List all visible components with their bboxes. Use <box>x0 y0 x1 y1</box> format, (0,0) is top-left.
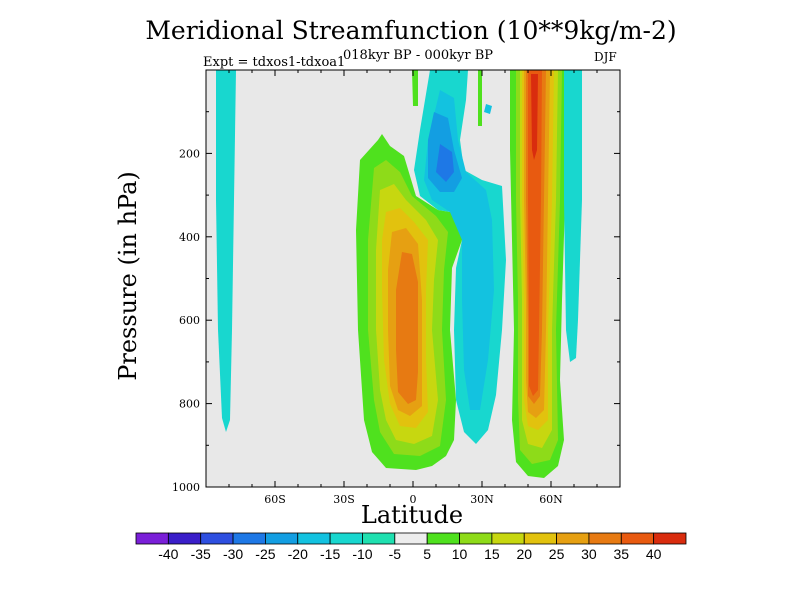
nh-cell-level-40 <box>531 74 538 160</box>
nh-cell-level-35 <box>528 70 542 396</box>
contour-fields <box>216 70 582 478</box>
axes-group: 60S 30S 0 30N 60N 200 400 600 800 1000 <box>172 70 620 506</box>
colorbar-label: -20 <box>288 546 308 562</box>
colorbar-label: 20 <box>516 546 532 562</box>
x-tick-label: 60S <box>264 493 286 506</box>
x-tick-label: 30N <box>470 493 494 506</box>
colorbar-swatch <box>200 532 234 545</box>
x-tick-label: 60N <box>539 493 563 506</box>
colorbar-label: -40 <box>158 546 178 562</box>
colorbar-swatch <box>426 532 460 545</box>
colorbar-label: -35 <box>191 546 211 562</box>
colorbar-swatch <box>523 532 557 545</box>
colorbar-label: 35 <box>614 546 630 562</box>
x-axis-label: Latitude <box>360 501 464 529</box>
colorbar-label: -5 <box>389 546 402 562</box>
colorbar-label: -15 <box>320 546 340 562</box>
colorbar-label: 25 <box>549 546 565 562</box>
colorbar-group: -40 -35 -30 -25 -20 -15 -10 -5 5 10 15 20 25 30 35 40 <box>135 532 687 562</box>
colorbar-swatch <box>620 532 655 545</box>
chart-title: Meridional Streamfunction (10**9kg/m-2) <box>145 16 677 45</box>
colorbar-swatch <box>297 532 331 545</box>
y-tick-label: 200 <box>179 147 200 160</box>
chart-subtitle: 018kyr BP - 000kyr BP <box>343 48 494 63</box>
x-tick-label: 30S <box>333 493 355 506</box>
colorbar-swatch <box>653 532 687 545</box>
sh-negative-band <box>216 70 236 432</box>
season-label: DJF <box>594 50 617 64</box>
x-tick-label: 0 <box>410 493 417 506</box>
small-negative-patch <box>484 104 492 114</box>
y-tick-label: 800 <box>179 398 200 411</box>
colorbar-label: 40 <box>646 546 662 562</box>
positive-streak-upper <box>412 70 418 106</box>
colorbar-swatch <box>265 532 299 545</box>
colorbar-swatch <box>556 532 590 545</box>
colorbar-swatch <box>394 532 428 545</box>
y-tick-label: 400 <box>179 231 200 244</box>
colorbar-label: 5 <box>423 546 431 562</box>
colorbar-swatch <box>232 532 266 545</box>
colorbar-label: 15 <box>484 546 500 562</box>
high-lat-negative-band <box>564 70 582 362</box>
tropical-negative-level-20 <box>436 144 454 182</box>
colorbar-label: 10 <box>452 546 468 562</box>
experiment-label: Expt = tdxos1-tdxoa1 <box>203 55 346 70</box>
colorbar-label: -30 <box>223 546 243 562</box>
colorbar-swatch <box>459 532 493 545</box>
y-tick-label: 600 <box>179 314 200 327</box>
colorbar-swatch <box>362 532 396 545</box>
colorbar-swatch <box>329 532 363 545</box>
colorbar-label: -25 <box>255 546 275 562</box>
tropical-cell-level-30 <box>396 252 418 404</box>
y-tick-label: 1000 <box>172 481 200 494</box>
colorbar-label: -10 <box>352 546 372 562</box>
colorbar-swatch <box>135 532 169 545</box>
colorbar-label: 30 <box>581 546 597 562</box>
colorbar-swatch <box>491 532 525 545</box>
positive-streak-small <box>478 70 482 126</box>
colorbar-swatch <box>167 532 202 545</box>
colorbar-swatch <box>588 532 622 545</box>
